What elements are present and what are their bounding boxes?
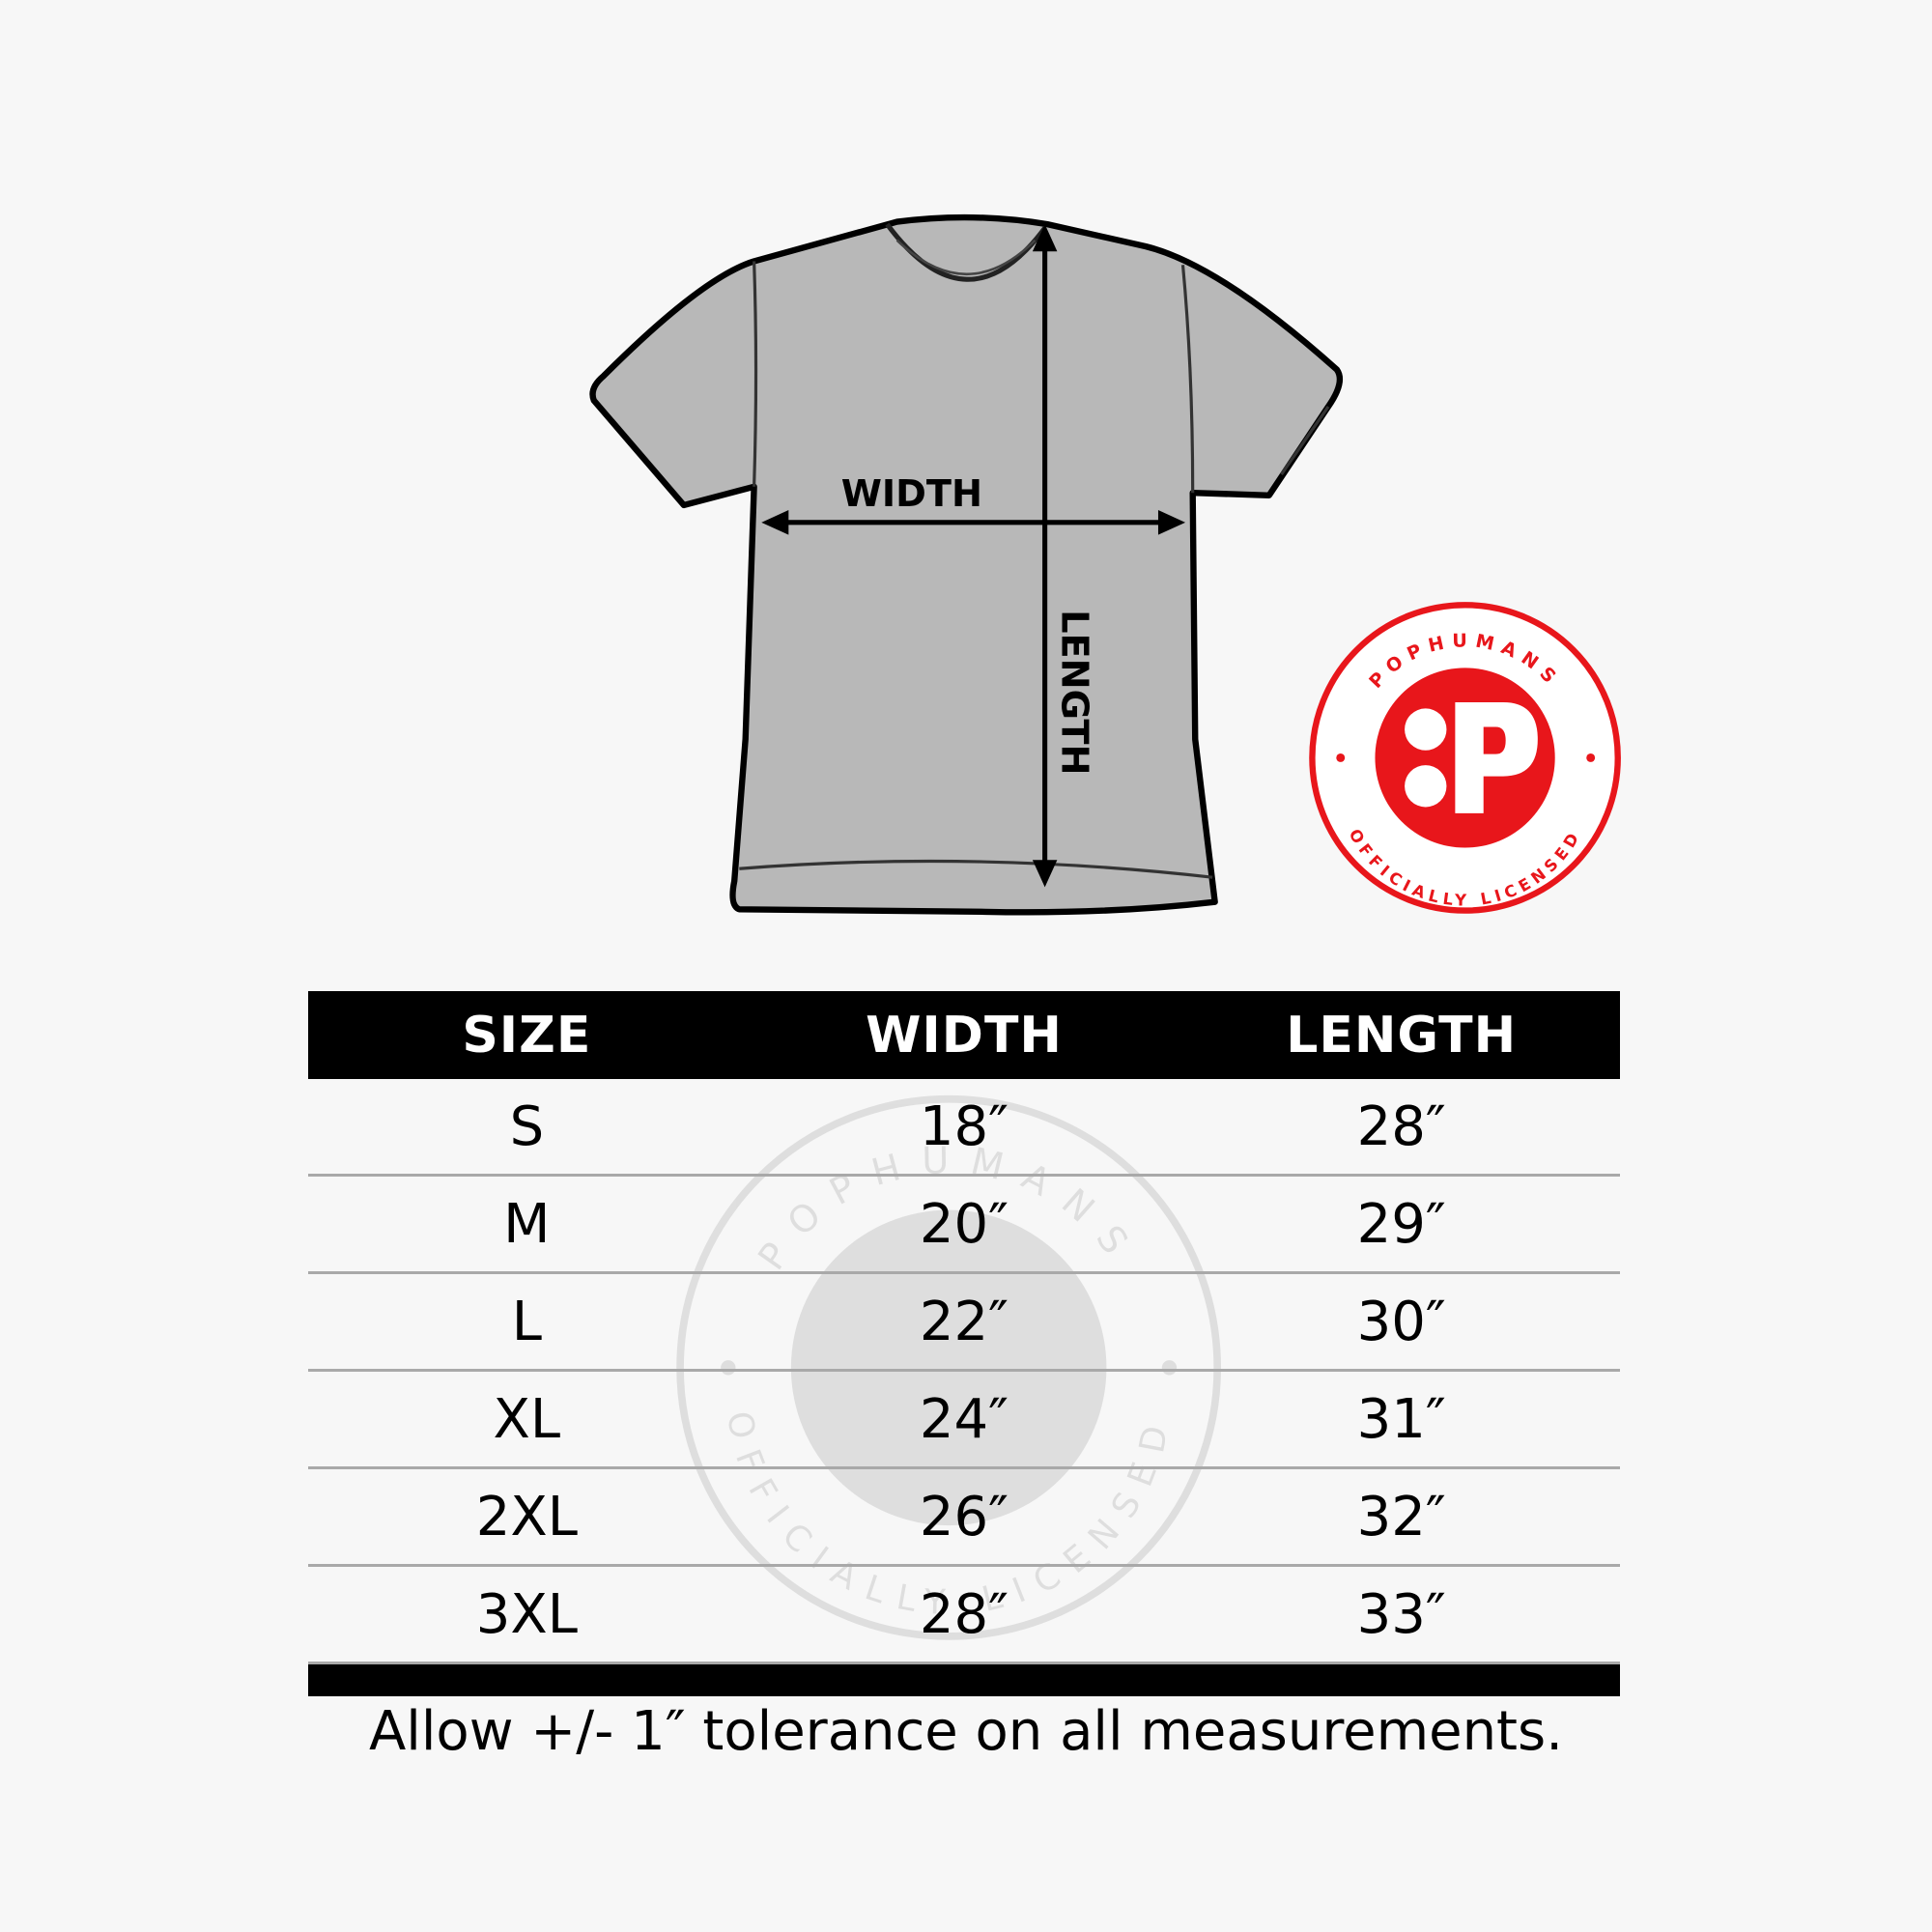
- width-cell: 18″: [919, 1094, 1009, 1158]
- size-cell: L: [511, 1290, 542, 1353]
- table-row: XL 24″ 31″: [308, 1372, 1620, 1469]
- width-cell: 24″: [919, 1387, 1009, 1451]
- width-cell: 20″: [919, 1192, 1009, 1256]
- length-cell: 33″: [1356, 1582, 1446, 1646]
- tolerance-note: Allow +/- 1″ tolerance on all measuremen…: [369, 1700, 1563, 1763]
- table-row: 3XL 28″ 33″: [308, 1567, 1620, 1664]
- length-label: LENGTH: [1052, 610, 1095, 775]
- width-cell: 22″: [919, 1290, 1009, 1353]
- length-cell: 30″: [1356, 1290, 1446, 1353]
- size-cell: 3XL: [475, 1582, 578, 1646]
- pophumans-logo: POPHUMANS OFFICIALLY LICENSED: [1309, 602, 1621, 914]
- width-label: WIDTH: [841, 472, 982, 516]
- length-cell: 29″: [1356, 1192, 1446, 1256]
- size-cell: S: [509, 1094, 545, 1158]
- length-cell: 32″: [1356, 1485, 1446, 1548]
- table-header: SIZE WIDTH LENGTH: [308, 991, 1620, 1079]
- size-chart-table: SIZE WIDTH LENGTH S 18″ 28″ M 20″ 29″ L 22″ 30…: [308, 991, 1620, 1696]
- header-length: LENGTH: [1286, 1006, 1518, 1065]
- size-cell: 2XL: [475, 1485, 578, 1548]
- width-cell: 28″: [919, 1582, 1009, 1646]
- size-cell: M: [503, 1192, 551, 1256]
- header-size: SIZE: [462, 1006, 592, 1065]
- table-row: 2XL 26″ 32″: [308, 1469, 1620, 1567]
- width-cell: 26″: [919, 1485, 1009, 1548]
- length-cell: 28″: [1356, 1094, 1446, 1158]
- length-cell: 31″: [1356, 1387, 1446, 1451]
- table-row: M 20″ 29″: [308, 1177, 1620, 1274]
- table-row: S 18″ 28″: [308, 1079, 1620, 1177]
- table-footer-bar: [308, 1664, 1620, 1696]
- tshirt-diagram: WIDTH LENGTH: [589, 213, 1344, 916]
- header-width: WIDTH: [866, 1006, 1063, 1065]
- size-cell: XL: [493, 1387, 561, 1451]
- table-row: L 22″ 30″: [308, 1274, 1620, 1372]
